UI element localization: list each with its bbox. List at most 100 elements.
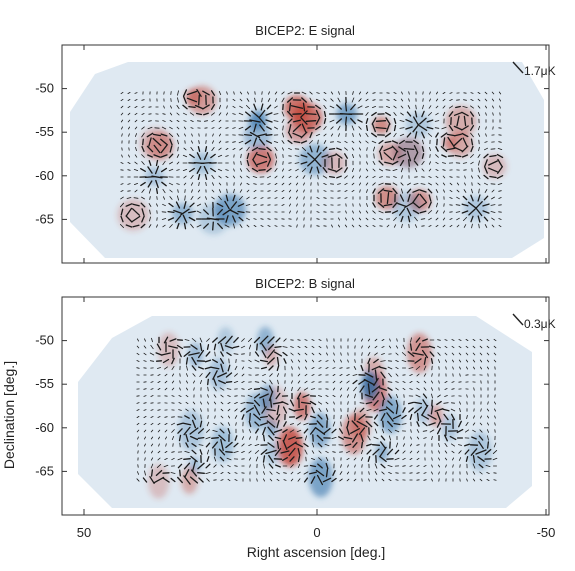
polarization-vector [472, 345, 476, 349]
polarization-vector [176, 222, 180, 230]
polarization-vector [276, 441, 280, 449]
polarization-vector [218, 147, 222, 151]
polarization-vector [274, 182, 278, 186]
polarization-vector [339, 373, 343, 377]
polarization-vector [493, 442, 497, 448]
polarization-vector [317, 442, 323, 448]
polarization-vector [371, 106, 377, 108]
polarization-vector [438, 450, 440, 454]
cold-spot [208, 357, 229, 390]
polarization-vector [290, 105, 304, 109]
polarization-vector [261, 343, 267, 351]
polarization-vector [323, 427, 331, 435]
polarization-vector [211, 182, 215, 186]
polarization-vector [444, 388, 448, 390]
polarization-vector [462, 162, 468, 164]
polarization-vector [323, 126, 327, 130]
polarization-vector [283, 386, 287, 392]
polarization-vector [176, 344, 184, 350]
polarization-vector [260, 449, 268, 455]
polarization-vector [378, 160, 384, 166]
polarization-vector [472, 359, 476, 363]
polarization-vector [400, 98, 404, 102]
polarization-vector [141, 132, 145, 138]
polarization-vector [344, 116, 348, 126]
polarization-vector [316, 218, 320, 220]
polarization-vector [253, 197, 257, 199]
polarization-vector [315, 104, 321, 110]
polarization-vector [318, 457, 322, 461]
polarization-vector [253, 404, 261, 416]
polarization-vector [225, 451, 233, 453]
polarization-vector [120, 223, 124, 229]
panel-b-signal: BICEP2: B signal -50-55-60-65 50 0 -50 0… [35, 276, 555, 540]
polarization-vector [467, 201, 477, 209]
polarization-vector [400, 167, 404, 173]
polarization-vector [241, 450, 245, 454]
polarization-vector [486, 415, 490, 419]
polarization-vector [297, 373, 301, 377]
polarization-vector [471, 436, 477, 440]
polarization-vector [384, 161, 392, 165]
polarization-vector [360, 441, 364, 449]
polarization-vector [315, 98, 321, 102]
polarization-vector [353, 450, 357, 454]
polarization-vector [169, 112, 173, 116]
polarization-vector [202, 104, 210, 110]
polarization-vector [188, 210, 196, 214]
polarization-vector [134, 112, 138, 116]
polarization-vector [464, 449, 470, 455]
polarization-vector [205, 471, 211, 475]
polarization-vector [393, 224, 397, 228]
polarization-vector [431, 373, 433, 377]
polarization-vector [346, 457, 350, 461]
polarization-vector [449, 176, 453, 178]
polarization-vector [479, 345, 483, 349]
polarization-vector [218, 189, 222, 193]
polarization-vector [266, 167, 272, 173]
polarization-vector [227, 364, 231, 372]
polarization-vector [422, 421, 428, 427]
polarization-vector [239, 189, 243, 193]
polarization-vector [194, 104, 204, 110]
polarization-vector [184, 195, 186, 201]
polarization-vector [273, 120, 279, 122]
polarization-vector [276, 364, 280, 372]
polarization-vector [331, 436, 337, 440]
polarization-vector [233, 353, 239, 355]
polarization-vector [483, 216, 489, 222]
polarization-vector [136, 338, 140, 342]
polarization-vector [141, 145, 145, 153]
polarization-vector [482, 210, 490, 214]
polarization-vector [274, 168, 278, 172]
polarization-vector [220, 401, 224, 405]
polarization-vector [337, 224, 341, 228]
polarization-vector [351, 182, 355, 186]
polarization-vector [478, 463, 484, 469]
polarization-vector [316, 145, 320, 153]
polarization-vector [315, 133, 321, 137]
polarization-vector [226, 457, 232, 461]
polarization-vector [210, 167, 216, 173]
polarization-vector [150, 422, 154, 426]
polarization-vector [484, 98, 488, 102]
polarization-vector [232, 215, 236, 223]
polarization-vector [317, 395, 323, 397]
polarization-vector [297, 380, 301, 384]
polarization-vector [374, 428, 378, 434]
polarization-vector [448, 124, 454, 132]
polarization-vector [207, 401, 209, 405]
polarization-vector [257, 133, 267, 137]
polarization-vector [346, 426, 350, 436]
polarization-vector [197, 146, 201, 152]
panel-e-signal: BICEP2: E signal -50-55-60-65 1.7μK [35, 23, 556, 264]
polarization-vector [176, 422, 184, 426]
polarization-vector [373, 421, 379, 427]
polarization-vector [498, 224, 502, 228]
polarization-vector [266, 152, 272, 160]
polarization-vector [300, 131, 308, 139]
polarization-vector [351, 217, 355, 221]
polarization-vector [463, 189, 467, 193]
polarization-vector [212, 221, 214, 231]
polarization-vector [358, 217, 362, 221]
